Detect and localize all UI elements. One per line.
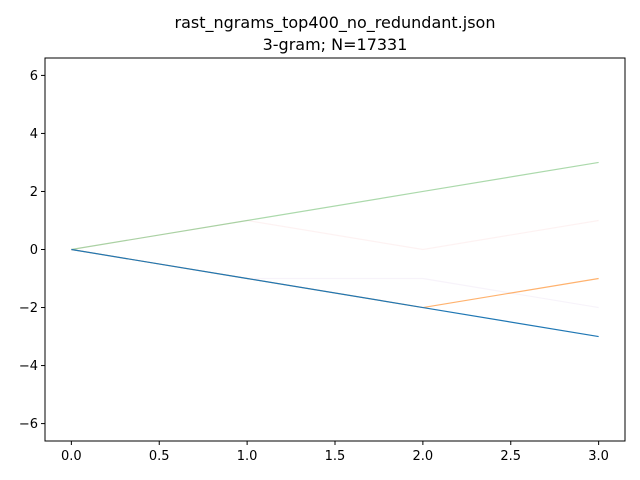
x-tick-label: 3.0 xyxy=(588,449,609,464)
x-axis-ticks: 0.0 0.5 1.0 1.5 2.0 2.5 3.0 xyxy=(61,441,609,464)
y-tick-label: −6 xyxy=(19,417,38,432)
x-tick-label: 1.0 xyxy=(237,449,258,464)
x-tick-label: 0.5 xyxy=(149,449,170,464)
y-tick-label: 2 xyxy=(30,185,38,200)
x-tick-label: 0.0 xyxy=(61,449,82,464)
x-tick-label: 2.5 xyxy=(500,449,521,464)
y-tick-label: 4 xyxy=(30,127,38,142)
series-line-0 xyxy=(71,219,599,251)
y-tick-label: −4 xyxy=(19,359,38,374)
chart-subtitle: 3-gram; N=17331 xyxy=(263,35,408,54)
x-tick-label: 1.5 xyxy=(325,449,346,464)
y-tick-label: −2 xyxy=(19,301,38,316)
y-axis-ticks: −6 −4 −2 0 2 4 6 xyxy=(19,69,45,432)
chart-title: rast_ngrams_top400_no_redundant.json xyxy=(175,13,496,33)
y-tick-label: 0 xyxy=(30,243,38,258)
x-tick-label: 2.0 xyxy=(413,449,434,464)
series-line-4 xyxy=(71,248,599,338)
series-layer xyxy=(71,161,599,338)
y-tick-label: 6 xyxy=(30,69,38,84)
plot-frame xyxy=(44,57,626,442)
series-line-3 xyxy=(71,161,599,251)
